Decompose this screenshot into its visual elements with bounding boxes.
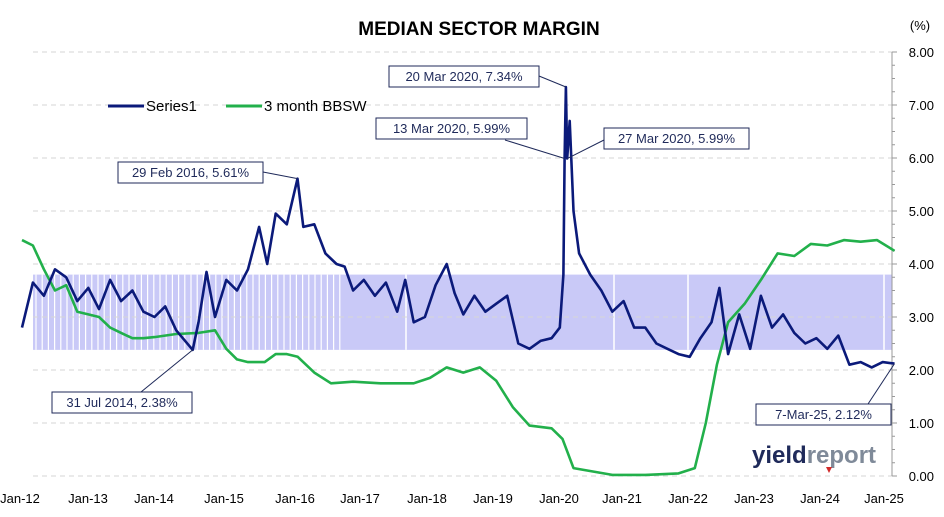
series-line-3-month-bbsw bbox=[21, 238, 896, 477]
logo-text-report: report bbox=[807, 442, 876, 469]
y-tick-label: 8.00 bbox=[909, 45, 934, 60]
annotation-label: 20 Mar 2020, 7.34% bbox=[405, 69, 523, 84]
annotation-label: 27 Mar 2020, 5.99% bbox=[618, 131, 736, 146]
chart-title: MEDIAN SECTOR MARGIN bbox=[358, 19, 599, 40]
annotation-leader bbox=[538, 75, 567, 88]
y-tick-label: 1.00 bbox=[909, 416, 934, 431]
annotation-box bbox=[603, 127, 750, 150]
y-tick-label: 3.00 bbox=[909, 310, 934, 325]
x-tick-label: Jan-20 bbox=[539, 491, 579, 506]
y-tick-label: 7.00 bbox=[909, 98, 934, 113]
x-tick-label: Jan-14 bbox=[134, 491, 174, 506]
y-tick-label: 2.00 bbox=[909, 363, 934, 378]
x-tick-label: Jan-21 bbox=[602, 491, 642, 506]
x-tick-label: Jan-18 bbox=[407, 491, 447, 506]
y-axis-unit: (%) bbox=[910, 18, 930, 33]
annotation-box bbox=[388, 65, 540, 88]
series-lines bbox=[20, 85, 896, 477]
x-tick-label: Jan-22 bbox=[668, 491, 708, 506]
logo-marker-icon bbox=[826, 467, 832, 473]
x-axis: Jan-12 Jan-13 Jan-14 Jan-15 Jan-16 Jan-17 Jan-… bbox=[0, 491, 904, 506]
annotation-leader bbox=[867, 363, 895, 405]
y-tick-label: 0.00 bbox=[909, 469, 934, 484]
annotation-leader bbox=[262, 171, 298, 180]
annotation-box bbox=[117, 161, 264, 184]
y-axis: 0.00 1.00 2.00 3.00 4.00 5.00 6.00 7.00 8.00 bbox=[891, 45, 934, 484]
x-tick-label: Jan-17 bbox=[340, 491, 380, 506]
annotation-box bbox=[51, 391, 193, 414]
legend-label: 3 month BBSW bbox=[264, 98, 367, 115]
annotation-box bbox=[755, 403, 892, 426]
annotations: 31 Jul 2014, 2.38% 29 Feb 2016, 5.61% 20 M… bbox=[51, 65, 895, 426]
x-tick-label: Jan-24 bbox=[800, 491, 840, 506]
legend-label: Series1 bbox=[146, 98, 197, 115]
annotation-label: 13 Mar 2020, 5.99% bbox=[393, 121, 511, 136]
gridlines bbox=[33, 51, 892, 477]
legend: Series1 3 month BBSW bbox=[108, 98, 367, 115]
annotation-leader bbox=[504, 139, 565, 160]
annotation-box bbox=[375, 117, 528, 140]
x-tick-label: Jan-23 bbox=[734, 491, 774, 506]
x-tick-label: Jan-19 bbox=[473, 491, 513, 506]
x-tick-label: Jan-12 bbox=[0, 491, 40, 506]
x-tick-label: Jan-13 bbox=[68, 491, 108, 506]
y-tick-label: 5.00 bbox=[909, 204, 934, 219]
logo-text-yield: yield bbox=[752, 442, 807, 469]
annotation-leader bbox=[566, 139, 605, 159]
x-tick-label: Jan-16 bbox=[275, 491, 315, 506]
annotation-label: 29 Feb 2016, 5.61% bbox=[132, 165, 250, 180]
yieldreport-logo: yieldreport bbox=[752, 442, 876, 473]
x-tick-label: Jan-15 bbox=[204, 491, 244, 506]
y-tick-label: 6.00 bbox=[909, 151, 934, 166]
y-tick-label: 4.00 bbox=[909, 257, 934, 272]
annotation-leader bbox=[140, 349, 194, 393]
annotation-label: 31 Jul 2014, 2.38% bbox=[66, 395, 178, 410]
annotation-label: 7-Mar-25, 2.12% bbox=[775, 407, 872, 422]
svg-text:yieldreport: yieldreport bbox=[752, 442, 876, 469]
x-tick-label: Jan-25 bbox=[864, 491, 904, 506]
series-line-series1 bbox=[20, 85, 895, 369]
